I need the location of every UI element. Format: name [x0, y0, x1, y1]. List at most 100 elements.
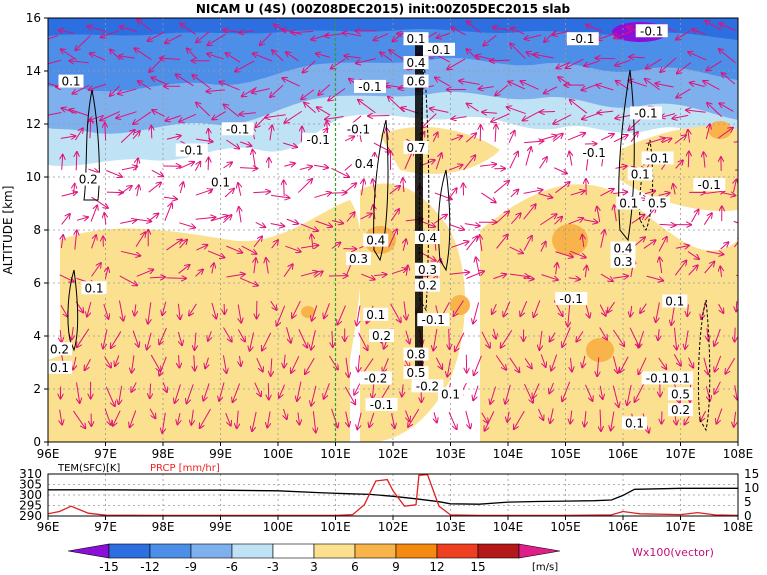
- wind-vector: [464, 224, 480, 226]
- wind-vector: [408, 408, 420, 427]
- sub-x-axis: 96E 97E 98E 99E 100E 101E 102E 103E 104E 105E 106E…: [37, 516, 754, 534]
- wind-vector: [238, 183, 241, 196]
- wind-vector: [284, 354, 285, 368]
- contour-label-bg: [668, 387, 693, 401]
- wind-vector: [76, 217, 88, 220]
- wind-vector: [630, 305, 632, 317]
- wind-vector: [121, 167, 137, 170]
- contour-label-bg: [635, 24, 668, 38]
- wind-vector: [568, 278, 580, 280]
- wind-vector: [505, 384, 511, 404]
- wind-vector: [325, 33, 345, 35]
- wind-vector: [203, 383, 210, 400]
- wind-vector: [131, 382, 137, 391]
- wind-vector: [239, 207, 241, 223]
- wind-vector: [703, 152, 705, 168]
- wind-vector: [300, 272, 317, 277]
- wind-vector: [523, 110, 541, 120]
- colorbar-swatch: [108, 543, 151, 559]
- wind-vector: [600, 230, 605, 248]
- wind-vector: [208, 331, 211, 341]
- contour-label-bg: [668, 403, 693, 417]
- wind-vector: [596, 85, 614, 91]
- contour-label-bg: [47, 360, 72, 374]
- wind-vector: [687, 304, 688, 316]
- wind-vector: [735, 327, 736, 342]
- wind-vector: [69, 61, 89, 63]
- wind-vector: [733, 141, 738, 143]
- wind-vector: [392, 413, 395, 428]
- wind-vector: [510, 213, 520, 224]
- colorbar-swatch: [272, 543, 315, 559]
- wind-vector: [147, 332, 152, 350]
- contour-labels: 0.10.20.10.20.1-0.1-0.10.1-0.1-0.1-0.10.…: [47, 24, 726, 430]
- wind-vector: [585, 384, 592, 401]
- wind-vector: [91, 235, 97, 249]
- wind-vector: [437, 32, 451, 38]
- wind-vector: [179, 240, 187, 249]
- sub-x-tick-label: 100E: [263, 520, 294, 534]
- wind-vector: [75, 35, 91, 51]
- wind-vector: [159, 356, 167, 376]
- contour-label: -0.1: [571, 32, 594, 46]
- colorbar-label: -12: [140, 560, 160, 574]
- wind-vector: [430, 108, 449, 113]
- wind-vector: [103, 329, 108, 349]
- wind-vector: [675, 160, 683, 169]
- contour-label-bg: [662, 294, 688, 308]
- wind-vector: [523, 204, 536, 220]
- wind-vector: [540, 354, 545, 366]
- wind-vector: [533, 383, 540, 397]
- wind-vector: [676, 88, 691, 98]
- wind-vector: [734, 411, 736, 427]
- wind-vector: [553, 167, 567, 174]
- wind-vector: [61, 192, 77, 197]
- wind-vector: [178, 265, 190, 274]
- contour-label: -0.1: [347, 122, 370, 136]
- wind-vector: [476, 257, 481, 276]
- x-tick-label: 105E: [550, 447, 581, 461]
- vector-legend-label: Wx100(vector): [632, 546, 714, 559]
- wind-vector: [705, 21, 722, 31]
- wind-vector: [250, 332, 254, 351]
- wind-vector: [194, 332, 195, 350]
- wind-vector: [597, 207, 600, 223]
- sub-right-tick-label: 5: [744, 495, 752, 509]
- wind-vector: [714, 381, 721, 394]
- wind-vector: [74, 128, 82, 141]
- sub-left-tick-label: 295: [19, 499, 42, 513]
- wind-vector: [72, 326, 74, 340]
- contour-label-bg: [403, 366, 429, 380]
- contour-label-bg: [354, 79, 386, 93]
- wind-vector: [106, 170, 122, 176]
- contour-label-bg: [610, 254, 636, 268]
- contour-label-bg: [417, 313, 450, 327]
- wind-vector: [191, 409, 193, 425]
- shade-orange-6: [708, 121, 732, 139]
- colorbar-label: -15: [99, 560, 119, 574]
- wind-vector: [151, 126, 152, 139]
- wind-vector: [196, 245, 207, 251]
- wind-vector: [703, 81, 720, 91]
- wind-vector: [163, 197, 177, 199]
- contour-label-bg: [630, 106, 662, 120]
- wind-vector: [357, 412, 362, 430]
- colorbar: -15 -12 -9 -6 -3 3 6 9 12 15: [67, 543, 561, 574]
- wind-vector: [568, 305, 570, 326]
- wind-vector: [555, 182, 569, 194]
- wind-vector: [481, 412, 488, 423]
- sub-x-tick-label: 108E: [723, 520, 754, 534]
- wind-vector: [137, 19, 152, 32]
- wind-vector: [219, 382, 225, 400]
- wind-vector: [686, 110, 706, 112]
- wind-vector: [449, 328, 450, 349]
- wind-vector: [447, 58, 466, 69]
- wind-vector: [180, 182, 183, 194]
- wind-vector: [658, 193, 670, 196]
- wind-vector: [552, 30, 569, 35]
- wind-vector: [271, 240, 278, 249]
- wind-vector: [291, 31, 314, 32]
- x-tick-label: 102E: [378, 447, 409, 461]
- wind-vector: [552, 134, 563, 142]
